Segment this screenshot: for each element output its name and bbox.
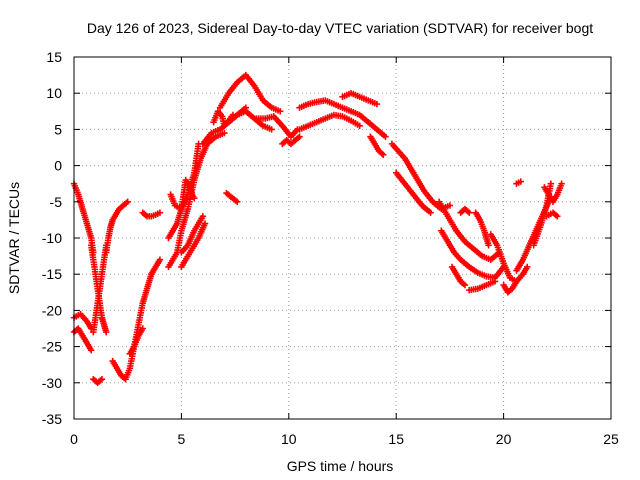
series-track-7 — [103, 198, 131, 256]
y-tick-label: -30 — [42, 375, 62, 391]
y-tick-label: -35 — [42, 411, 62, 427]
data-point — [124, 198, 131, 205]
data-point — [461, 281, 469, 289]
y-tick-label: -25 — [42, 339, 62, 355]
series-track-31 — [448, 263, 469, 289]
y-tick-label: -20 — [42, 302, 62, 318]
y-tick-label: 15 — [46, 49, 62, 65]
data-point — [139, 325, 146, 332]
data-point — [103, 328, 110, 336]
series-track-22 — [279, 133, 303, 148]
data-point — [221, 129, 228, 137]
series-track-3 — [70, 310, 95, 332]
data-point — [491, 278, 499, 285]
series-track-23 — [296, 97, 389, 140]
y-tick-label: 0 — [54, 158, 62, 174]
series-track-2 — [70, 325, 95, 354]
tick-labels: 0 5 10 15 20 25 -35 -30 -25 -20 -15 -10 -5 0 5 10 15 — [42, 49, 619, 447]
series-track-32 — [466, 278, 499, 294]
series-track-39 — [541, 180, 565, 205]
data-point — [296, 133, 303, 140]
data-point — [380, 151, 387, 158]
y-tick-label: -15 — [42, 266, 62, 282]
data-point — [517, 178, 524, 185]
data-point — [524, 263, 531, 271]
series-track-28 — [393, 169, 434, 216]
series-track-41 — [543, 209, 561, 220]
data-point — [558, 180, 565, 187]
series-track-15 — [178, 220, 209, 271]
series-track-1 — [70, 180, 97, 256]
series-track-21 — [253, 113, 301, 140]
series-track-36 — [500, 278, 520, 296]
data-point — [554, 213, 561, 220]
data-point — [373, 100, 381, 108]
ticks — [73, 56, 612, 420]
data-point — [234, 198, 241, 205]
series-track-40 — [513, 178, 524, 187]
series-track-6 — [90, 375, 106, 386]
series-track-27 — [388, 140, 454, 213]
series-track-13 — [165, 176, 198, 242]
data-point — [277, 108, 284, 115]
y-tick-label: 5 — [54, 121, 62, 137]
y-axis-label: SDTVAR / TECUs — [6, 182, 22, 294]
data-point — [98, 375, 106, 383]
data-point — [87, 347, 95, 354]
data-point — [191, 194, 198, 202]
chart-title: Day 126 of 2023, Sidereal Day-to-day VTE… — [87, 20, 593, 36]
y-tick-label: -5 — [50, 194, 63, 210]
data-point — [156, 256, 164, 263]
series-track-10 — [139, 209, 164, 220]
data-point — [466, 209, 473, 216]
grid — [74, 57, 611, 419]
series-track-18 — [223, 189, 241, 205]
data-point — [199, 213, 207, 220]
series-track-14 — [178, 213, 207, 256]
y-tick-label: 10 — [46, 85, 62, 101]
data-points — [70, 71, 565, 386]
data-point — [485, 242, 492, 249]
data-point — [201, 220, 209, 227]
series-track-25 — [339, 90, 381, 108]
series-track-33 — [457, 205, 473, 216]
x-tick-label: 15 — [388, 431, 404, 447]
x-tick-label: 20 — [496, 431, 512, 447]
x-tick-label: 0 — [70, 431, 78, 447]
x-tick-label: 5 — [178, 431, 186, 447]
data-point — [156, 209, 164, 216]
data-point — [446, 202, 454, 209]
x-tick-label: 25 — [603, 431, 619, 447]
y-tick-label: -10 — [42, 230, 62, 246]
data-point — [382, 133, 389, 140]
series-track-26 — [367, 133, 387, 158]
series-track-9 — [126, 325, 146, 358]
data-point — [427, 209, 434, 216]
data-point — [268, 126, 275, 133]
data-point — [547, 180, 555, 187]
series-track-19 — [216, 71, 284, 115]
data-point — [356, 122, 363, 129]
x-axis-label: GPS time / hours — [287, 458, 394, 474]
series-track-29 — [435, 198, 503, 263]
series-track-30 — [438, 227, 507, 282]
series-track-12 — [167, 140, 202, 213]
series-track-24 — [296, 111, 363, 133]
x-tick-label: 10 — [281, 431, 297, 447]
series-track-35 — [487, 231, 531, 285]
data-point — [513, 278, 520, 285]
